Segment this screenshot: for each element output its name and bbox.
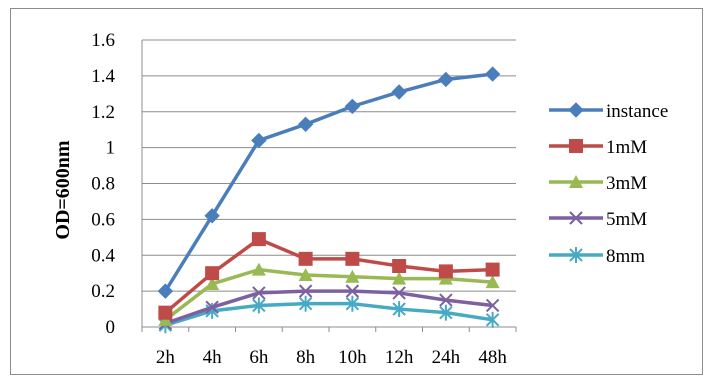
legend-item: 5mM <box>549 209 647 230</box>
series-line <box>164 301 493 327</box>
y-axis-ticks: 0 0.2 0.4 0.6 0.8 1 1.2 1.4 1.6 <box>91 30 115 338</box>
data-point <box>392 259 407 274</box>
data-point <box>157 283 174 299</box>
series-instance <box>157 66 501 299</box>
data-point <box>205 276 220 290</box>
data-point <box>205 300 219 314</box>
legend-item: instance <box>549 101 668 122</box>
data-point <box>298 295 313 312</box>
y-tick-label: 0.4 <box>91 245 115 266</box>
legend-label: 3mM <box>606 173 647 194</box>
series-group <box>157 66 501 334</box>
legend-marker <box>569 211 583 225</box>
data-point <box>252 297 266 314</box>
data-point <box>485 298 500 313</box>
x-tick-label: 48h <box>478 347 507 368</box>
x-tick-label: 6h <box>249 347 269 368</box>
y-axis-label: OD=600nm <box>52 140 74 240</box>
data-point <box>298 267 313 281</box>
legend-label: 1mM <box>606 137 647 158</box>
data-point <box>392 271 407 285</box>
y-tick-label: 0.8 <box>91 174 115 195</box>
data-point <box>392 301 406 318</box>
data-point <box>345 295 360 312</box>
data-point <box>251 262 266 276</box>
y-tick-label: 1.6 <box>91 30 115 51</box>
data-point <box>485 262 500 277</box>
y-tick-label: 1 <box>106 138 116 159</box>
data-point <box>439 304 453 321</box>
x-tick-label: 24h <box>432 347 461 368</box>
data-point <box>251 232 266 247</box>
x-tick-label: 2h <box>156 347 176 368</box>
data-point <box>205 266 220 281</box>
series-line <box>164 267 493 322</box>
data-point <box>392 286 406 300</box>
legend-marker <box>569 247 583 263</box>
data-point <box>484 66 501 82</box>
legend-marker <box>568 102 584 118</box>
y-tick-label: 0.6 <box>91 209 115 230</box>
x-tick-label: 10h <box>338 347 367 368</box>
data-point <box>485 311 500 328</box>
series-5mM <box>158 284 500 331</box>
data-point <box>391 84 407 100</box>
x-axis-ticks: 2h 4h 6h 8h 10h 12h 24h 48h <box>141 327 517 368</box>
data-point <box>251 132 267 149</box>
data-point <box>344 98 361 115</box>
x-tick-label: 12h <box>385 347 414 368</box>
series-line <box>163 72 493 293</box>
y-tick-label: 1.2 <box>91 102 115 123</box>
legend-label: instance <box>606 101 668 122</box>
legend: instance 1mM 3mM 5mM 8mm <box>549 101 668 267</box>
legend-item: 3mM <box>549 173 647 194</box>
series-line <box>164 237 493 314</box>
chart-frame <box>10 8 703 375</box>
data-point <box>158 305 173 320</box>
data-point <box>204 208 220 224</box>
legend-marker <box>569 175 583 188</box>
data-point <box>345 284 360 298</box>
y-tick-label: 1.4 <box>91 66 115 87</box>
data-point <box>438 264 453 279</box>
data-point <box>298 284 313 298</box>
x-tick-label: 8h <box>296 347 316 368</box>
data-point <box>345 269 360 283</box>
data-point <box>345 251 360 266</box>
legend-label: 5mM <box>606 209 647 230</box>
legend-item: 8mm <box>549 246 645 267</box>
data-point <box>438 71 454 88</box>
data-point <box>297 116 314 133</box>
y-tick-label: 0 <box>106 317 116 338</box>
legend-item: 1mM <box>549 137 647 158</box>
legend-marker <box>569 139 583 153</box>
data-point <box>252 286 266 300</box>
series-line <box>164 289 493 326</box>
legend-label: 8mm <box>606 246 645 267</box>
data-point <box>298 251 313 266</box>
data-point <box>439 293 453 307</box>
y-tick-label: 0.2 <box>91 281 115 302</box>
series-3mM <box>158 262 500 326</box>
series-1mM <box>158 232 500 320</box>
data-point <box>485 275 500 289</box>
x-tick-label: 4h <box>203 347 223 368</box>
